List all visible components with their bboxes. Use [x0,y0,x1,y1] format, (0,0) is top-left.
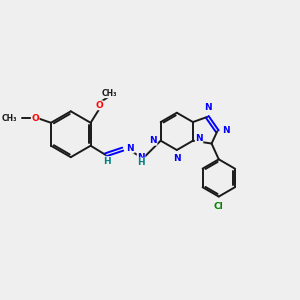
Text: Cl: Cl [214,202,224,211]
Text: O: O [31,114,39,123]
Text: N: N [195,134,203,143]
Text: N: N [223,126,230,135]
Text: H: H [103,157,110,166]
Text: H: H [137,158,145,167]
Text: CH₃: CH₃ [101,89,117,98]
Text: N: N [137,153,145,162]
Text: N: N [173,154,181,163]
Text: N: N [149,136,157,145]
Text: CH₃: CH₃ [2,114,17,123]
Text: O: O [95,101,103,110]
Text: N: N [127,144,134,153]
Text: N: N [204,103,212,112]
